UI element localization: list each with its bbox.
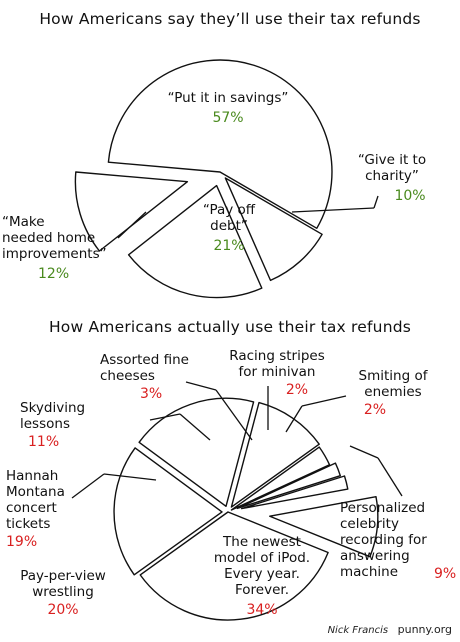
slice-label-text: Pay-per-view wrestling (20, 568, 106, 600)
slice-percent: 34% (246, 602, 278, 618)
slice-label-savings: “Put it in savings” 57% (148, 90, 308, 126)
slice-label-celebrity-recording: Personalized celebrity recording for ans… (340, 500, 457, 582)
pie-2-slice-8 (269, 496, 379, 558)
slice-label-text: Racing stripes for minivan (229, 348, 325, 380)
slice-percent: 2% (285, 382, 309, 398)
slice-percent: 3% (140, 386, 163, 402)
pie-2-slice-6 (236, 462, 341, 510)
slice-label-ipod: The newest model of iPod. Every year. Fo… (212, 534, 312, 618)
leader-line-charity (373, 195, 379, 209)
slice-label-cheeses: Assorted fine cheeses 3% (100, 352, 210, 402)
leader-line-celebrity (377, 457, 403, 497)
pie-1-slice-3 (127, 184, 263, 299)
slice-label-text: “Pay off debt” (202, 202, 256, 234)
slice-label-text: “Put it in savings” (167, 90, 289, 106)
slice-percent: 2% (363, 402, 387, 418)
leader-line-smiting (301, 395, 347, 407)
slice-percent: 9% (434, 566, 457, 582)
slice-label-text: “Make needed home improvements” (2, 214, 107, 262)
leader-line-skydiving (149, 413, 181, 421)
slice-percent: 12% (38, 266, 70, 282)
slice-percent: 21% (213, 238, 245, 254)
slice-label-text: “Give it to charity” (357, 152, 427, 184)
slice-label-text: Hannah Montana concert tickets (6, 468, 65, 532)
slice-label-text: Personalized celebrity recording for ans… (340, 500, 427, 580)
signature: Nick Francis (327, 625, 389, 636)
slice-label-text: Assorted fine cheeses (100, 352, 189, 384)
chart-2-title: How Americans actually use their tax ref… (48, 318, 412, 336)
slice-label-racing-stripes: Racing stripes for minivan 2% (218, 348, 336, 398)
pie-2-slice-5 (230, 446, 331, 511)
slice-percent: 10% (394, 188, 426, 204)
pie-1-slice-2 (224, 177, 323, 282)
leader-line-skydiving (179, 413, 211, 441)
slice-percent: 11% (28, 434, 60, 450)
leader-line-celebrity (349, 445, 379, 459)
pie-2-slice-7 (240, 475, 349, 510)
leader-line-smiting (285, 405, 303, 433)
pie-1-slice-1 (107, 59, 333, 229)
slice-percent: 57% (212, 110, 244, 126)
leader-line-charity (291, 207, 375, 213)
slice-label-debt: “Pay off debt” 21% (186, 202, 272, 254)
pie-2-slice-2 (113, 447, 223, 576)
slice-label-wrestling: Pay-per-view wrestling 20% (8, 568, 118, 618)
pie-2-slice-1 (139, 511, 329, 621)
site-name: punny.org (397, 623, 452, 636)
slice-label-hannah-montana: Hannah Montana concert tickets 19% (6, 468, 72, 550)
pie-2-slice-4 (230, 401, 320, 508)
slice-percent: 19% (6, 534, 38, 550)
pie-1-slice-4 (74, 171, 189, 252)
leader-line-home (117, 211, 147, 239)
credit: Nick Francis punny.org (328, 623, 452, 636)
pie-2-slice-3 (138, 397, 255, 508)
slice-percent: 20% (47, 602, 79, 618)
slice-label-home: “Make needed home improvements” 12% (2, 214, 120, 282)
leader-line-cheeses (185, 381, 217, 391)
slice-label-text: Skydiving lessons (20, 400, 86, 432)
slice-label-charity: “Give it to charity” 10% (336, 152, 448, 204)
chart-1-title: How Americans say they’ll use their tax … (39, 10, 421, 28)
slice-label-skydiving: Skydiving lessons 11% (20, 400, 90, 450)
slice-label-text: The newest model of iPod. Every year. Fo… (213, 534, 311, 598)
slice-label-text: Smiting of enemies (358, 368, 428, 400)
leader-line-cheeses (215, 389, 253, 441)
leader-line-hannah (103, 473, 157, 481)
slice-label-smiting: Smiting of enemies 2% (348, 368, 438, 418)
leader-line-hannah (71, 473, 105, 499)
